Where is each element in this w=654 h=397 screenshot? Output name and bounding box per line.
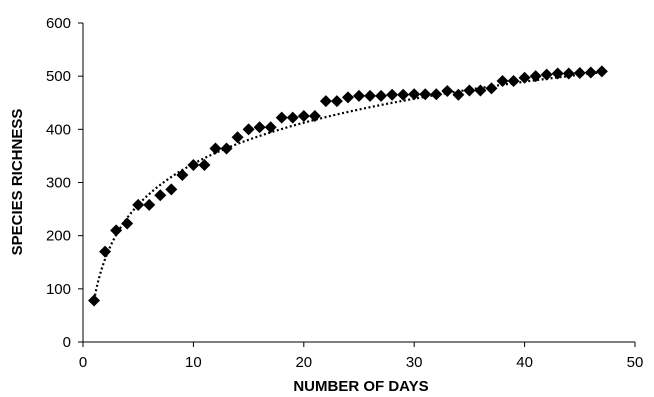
data-point-diamond (264, 121, 277, 134)
data-point-diamond (308, 110, 321, 123)
data-point-diamond (286, 111, 299, 124)
data-point-diamond (209, 142, 222, 155)
data-point-diamond (198, 158, 211, 171)
data-point-diamond (562, 67, 575, 80)
data-point-diamond (154, 189, 167, 202)
data-point-diamond (507, 74, 520, 87)
y-tick-label: 0 (63, 334, 71, 351)
data-point-diamond (253, 121, 266, 134)
data-point-diamond (330, 95, 343, 108)
y-tick-label: 500 (46, 68, 71, 85)
data-point-diamond (375, 89, 388, 102)
y-tick-label: 400 (46, 121, 71, 138)
data-point-diamond (220, 142, 233, 155)
data-point-diamond (242, 123, 255, 136)
x-tick-label: 10 (185, 354, 202, 371)
data-point-diamond (518, 71, 531, 84)
data-point-diamond (297, 110, 310, 123)
y-tick-label: 300 (46, 175, 71, 192)
data-point-diamond (419, 88, 432, 101)
data-point-diamond (231, 131, 244, 144)
data-point-diamond (341, 91, 354, 104)
data-point-diamond (463, 84, 476, 97)
x-axis-title: NUMBER OF DAYS (293, 378, 428, 395)
y-tick-label: 100 (46, 281, 71, 298)
data-point-diamond (408, 88, 421, 101)
y-tick-label: 200 (46, 228, 71, 245)
data-point-diamond (353, 89, 365, 102)
y-tick-label: 600 (46, 15, 71, 32)
data-point-diamond (584, 66, 597, 79)
data-point-diamond (386, 88, 399, 101)
data-point-diamond (143, 198, 156, 211)
data-point-diamond (474, 84, 487, 97)
data-point-diamond (275, 111, 288, 124)
x-tick-label: 20 (295, 354, 312, 371)
data-point-diamond (176, 169, 189, 182)
data-point-diamond (132, 198, 145, 211)
data-point-diamond (573, 66, 586, 79)
x-tick-label: 0 (79, 354, 87, 371)
data-point-diamond (364, 89, 377, 102)
y-axis-title: SPECIES RICHNESS (9, 109, 26, 256)
data-point-diamond (165, 183, 178, 196)
data-point-diamond (540, 68, 553, 81)
data-point-diamond (496, 74, 509, 87)
data-point-diamond (110, 224, 123, 237)
x-tick-label: 30 (406, 354, 423, 371)
data-point-diamond (187, 158, 200, 171)
x-tick-label: 50 (627, 354, 644, 371)
data-point-diamond (452, 88, 465, 101)
y-axis-ticks: 0 100 200 300 400 500 600 (46, 15, 83, 351)
data-point-diamond (529, 70, 542, 83)
logarithmic-trendline (92, 71, 603, 301)
data-point-diamond (319, 95, 332, 108)
data-point-diamond (397, 88, 410, 101)
data-point-diamond (595, 65, 608, 78)
data-point-diamond (99, 245, 112, 258)
data-point-diamond (121, 217, 134, 230)
data-points (88, 65, 608, 307)
data-point-diamond (485, 82, 498, 95)
x-tick-label: 40 (516, 354, 533, 371)
data-point-diamond (430, 88, 443, 101)
data-point-diamond (441, 85, 454, 98)
data-point-diamond (88, 294, 101, 307)
data-point-diamond (551, 67, 564, 80)
x-axis-ticks: 0 10 20 30 40 50 (79, 342, 644, 371)
